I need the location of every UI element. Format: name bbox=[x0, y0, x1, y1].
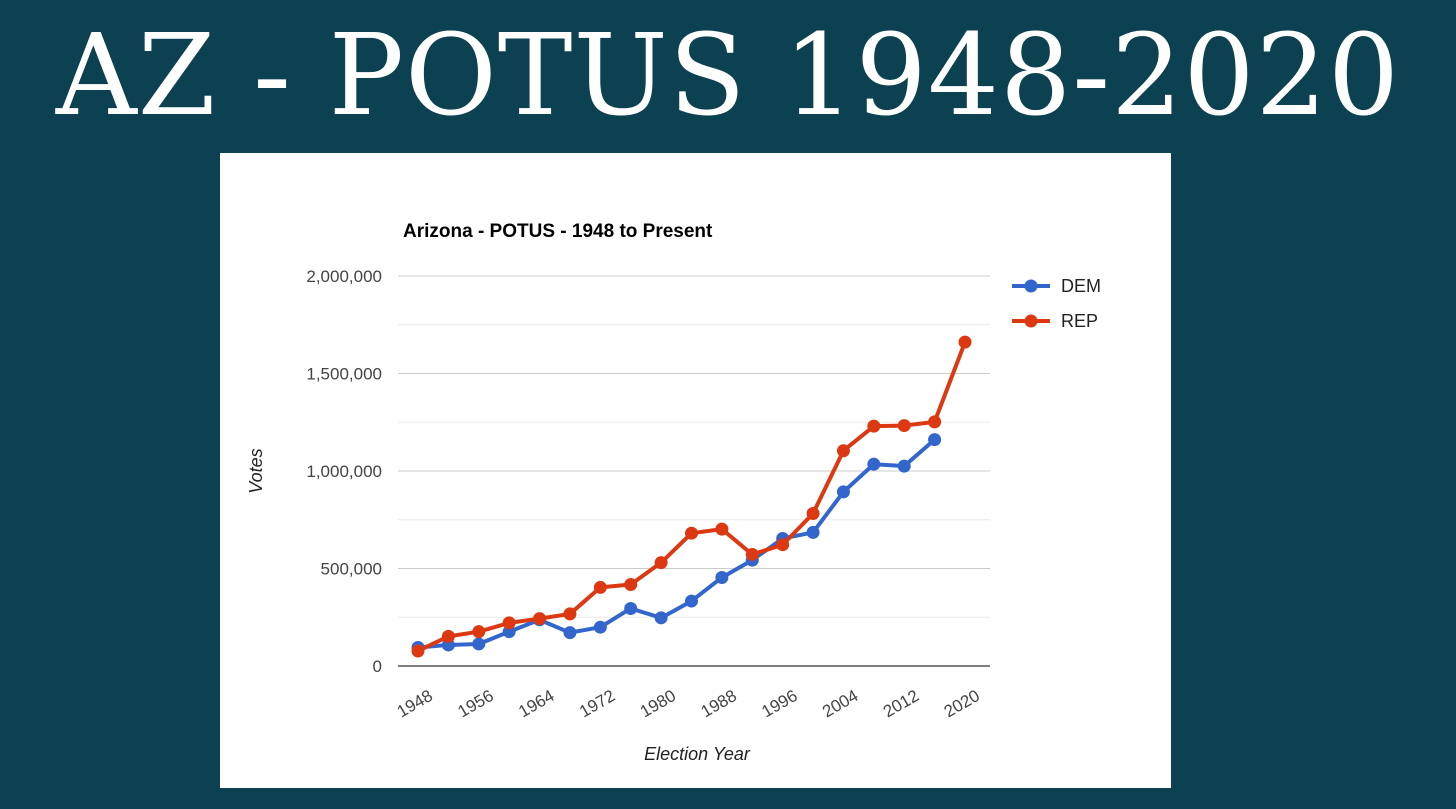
data-point-rep bbox=[654, 556, 668, 570]
data-point-rep bbox=[928, 415, 942, 429]
data-point-dem bbox=[897, 459, 911, 473]
data-point-dem bbox=[472, 637, 486, 651]
data-point-rep bbox=[867, 419, 881, 433]
legend-label-rep: REP bbox=[1061, 311, 1098, 331]
data-point-rep bbox=[958, 335, 972, 349]
data-point-rep bbox=[897, 419, 911, 433]
data-point-dem bbox=[624, 601, 638, 615]
data-point-rep bbox=[502, 616, 516, 630]
y-tick-label: 1,500,000 bbox=[306, 365, 382, 384]
data-point-rep bbox=[533, 612, 547, 626]
y-tick-label: 2,000,000 bbox=[306, 267, 382, 286]
data-point-dem bbox=[685, 594, 698, 608]
y-axis-title: Votes bbox=[246, 448, 266, 493]
legend-swatch-point bbox=[1024, 314, 1038, 328]
x-axis-title: Election Year bbox=[644, 744, 751, 764]
y-tick-label: 500,000 bbox=[321, 560, 382, 579]
x-tick-label: 1980 bbox=[637, 686, 679, 721]
series-dem bbox=[411, 433, 942, 654]
chart-panel: Arizona - POTUS - 1948 to Present 0 500,0… bbox=[220, 153, 1171, 788]
data-point-rep bbox=[624, 577, 638, 591]
data-point-rep bbox=[806, 507, 820, 521]
y-tick-label: 1,000,000 bbox=[306, 462, 382, 481]
data-point-dem bbox=[928, 433, 942, 447]
data-point-rep bbox=[685, 526, 698, 540]
x-tick-label: 1956 bbox=[455, 686, 497, 721]
slide-title: AZ - POTUS 1948-2020 bbox=[55, 11, 1401, 141]
y-tick-label: 0 bbox=[373, 657, 382, 676]
legend-swatch-point bbox=[1024, 279, 1038, 293]
data-point-rep bbox=[411, 644, 425, 658]
data-point-rep bbox=[593, 580, 607, 594]
x-tick-label: 2012 bbox=[880, 686, 922, 721]
data-point-dem bbox=[563, 626, 577, 640]
x-tick-label: 2020 bbox=[941, 686, 983, 721]
data-point-rep bbox=[836, 444, 850, 458]
data-point-dem bbox=[806, 525, 820, 539]
legend-item-rep: REP bbox=[1012, 311, 1098, 331]
data-point-rep bbox=[563, 607, 577, 621]
series-rep bbox=[411, 335, 972, 658]
data-point-dem bbox=[593, 620, 607, 634]
chart-title: Arizona - POTUS - 1948 to Present bbox=[403, 221, 713, 242]
data-point-dem bbox=[836, 485, 850, 499]
x-tick-label: 1948 bbox=[394, 686, 436, 721]
data-point-dem bbox=[715, 570, 729, 584]
legend: DEM REP bbox=[1012, 276, 1101, 331]
series-layer bbox=[411, 335, 972, 658]
line-chart: Arizona - POTUS - 1948 to Present 0 500,0… bbox=[246, 221, 1101, 764]
x-tick-label: 1964 bbox=[515, 686, 557, 721]
x-tick-label: 1988 bbox=[698, 686, 740, 721]
x-tick-label: 1996 bbox=[758, 686, 800, 721]
legend-item-dem: DEM bbox=[1012, 276, 1101, 296]
data-point-dem bbox=[867, 457, 881, 471]
data-point-rep bbox=[472, 625, 486, 639]
gridlines bbox=[398, 275, 990, 667]
data-point-rep bbox=[745, 547, 759, 561]
y-axis-ticks: 0 500,000 1,000,000 1,500,000 2,000,000 bbox=[306, 267, 382, 676]
x-tick-label: 1972 bbox=[576, 686, 618, 721]
legend-label-dem: DEM bbox=[1061, 276, 1101, 296]
x-axis-ticks: 1948 1956 1964 1972 1980 1988 1996 2004 2012 2020 bbox=[394, 686, 983, 721]
data-point-dem bbox=[654, 611, 668, 625]
data-point-rep bbox=[441, 629, 455, 643]
data-point-rep bbox=[715, 522, 729, 536]
x-tick-label: 2004 bbox=[819, 686, 861, 721]
data-point-rep bbox=[776, 538, 790, 552]
